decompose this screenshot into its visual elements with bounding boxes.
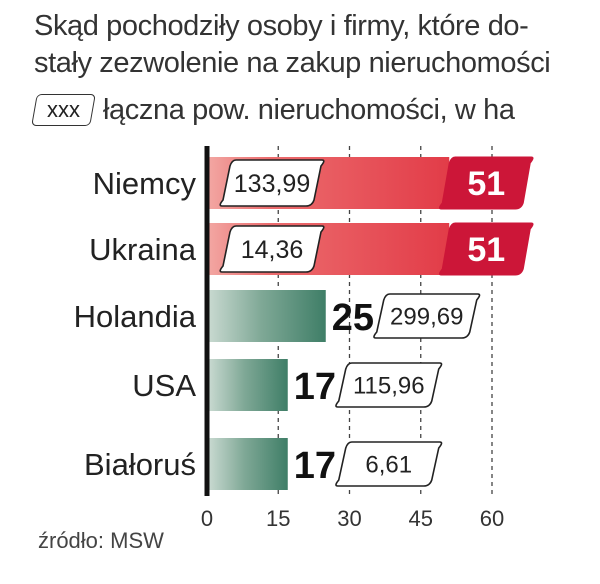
area-label: 133,99	[234, 170, 310, 198]
x-tick-label: 15	[266, 506, 290, 531]
bar	[209, 438, 288, 490]
category-label: Niemcy	[93, 166, 197, 201]
area-label-box	[335, 362, 443, 408]
source-note: źródło: MSW	[38, 528, 164, 553]
x-tick-label: 60	[480, 506, 504, 531]
title-line-2: stały zezwolenie na zakup nieruchomości	[34, 47, 551, 79]
category-label: Białoruś	[84, 447, 196, 482]
area-label: 299,69	[390, 304, 463, 331]
bar	[209, 359, 288, 411]
bar	[209, 290, 326, 342]
count-label: 51	[467, 231, 505, 269]
category-label: USA	[132, 368, 196, 403]
x-tick-label: 45	[409, 506, 433, 531]
count-label-box	[439, 156, 534, 210]
count-label-box	[439, 222, 534, 276]
chart-title: Skąd pochodziły osoby i firmy, które do-…	[34, 8, 594, 82]
area-label: 14,36	[241, 236, 304, 264]
x-tick-label: 0	[201, 506, 213, 531]
count-label: 17	[294, 445, 336, 487]
title-line-1: Skąd pochodziły osoby i firmy, które do-	[34, 10, 529, 42]
area-label-box	[335, 441, 443, 487]
area-label-box	[219, 225, 325, 273]
area-label-box	[219, 159, 325, 207]
category-label: Holandia	[74, 299, 197, 334]
area-label: 6,61	[365, 452, 412, 479]
count-label: 25	[332, 297, 374, 339]
count-label: 51	[467, 165, 505, 203]
area-label: 115,96	[353, 373, 425, 400]
legend: xxx łączna pow. nieruchomości, w ha	[31, 90, 515, 130]
x-tick-label: 30	[337, 506, 361, 531]
legend-text: łączna pow. nieruchomości, w ha	[103, 93, 515, 126]
count-label: 17	[294, 366, 336, 408]
area-label-box	[373, 293, 481, 339]
category-label: Ukraina	[89, 232, 197, 267]
